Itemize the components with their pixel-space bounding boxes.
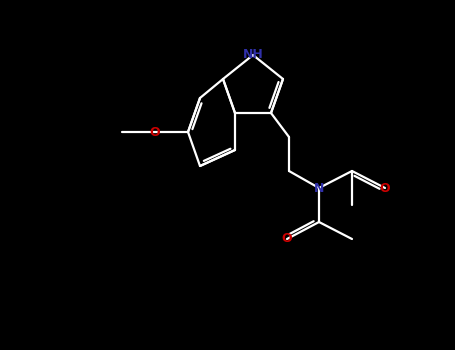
Text: O: O	[150, 126, 160, 139]
Text: NH: NH	[243, 49, 263, 62]
Text: O: O	[379, 182, 390, 195]
Text: N: N	[314, 182, 324, 195]
Text: O: O	[282, 232, 292, 245]
